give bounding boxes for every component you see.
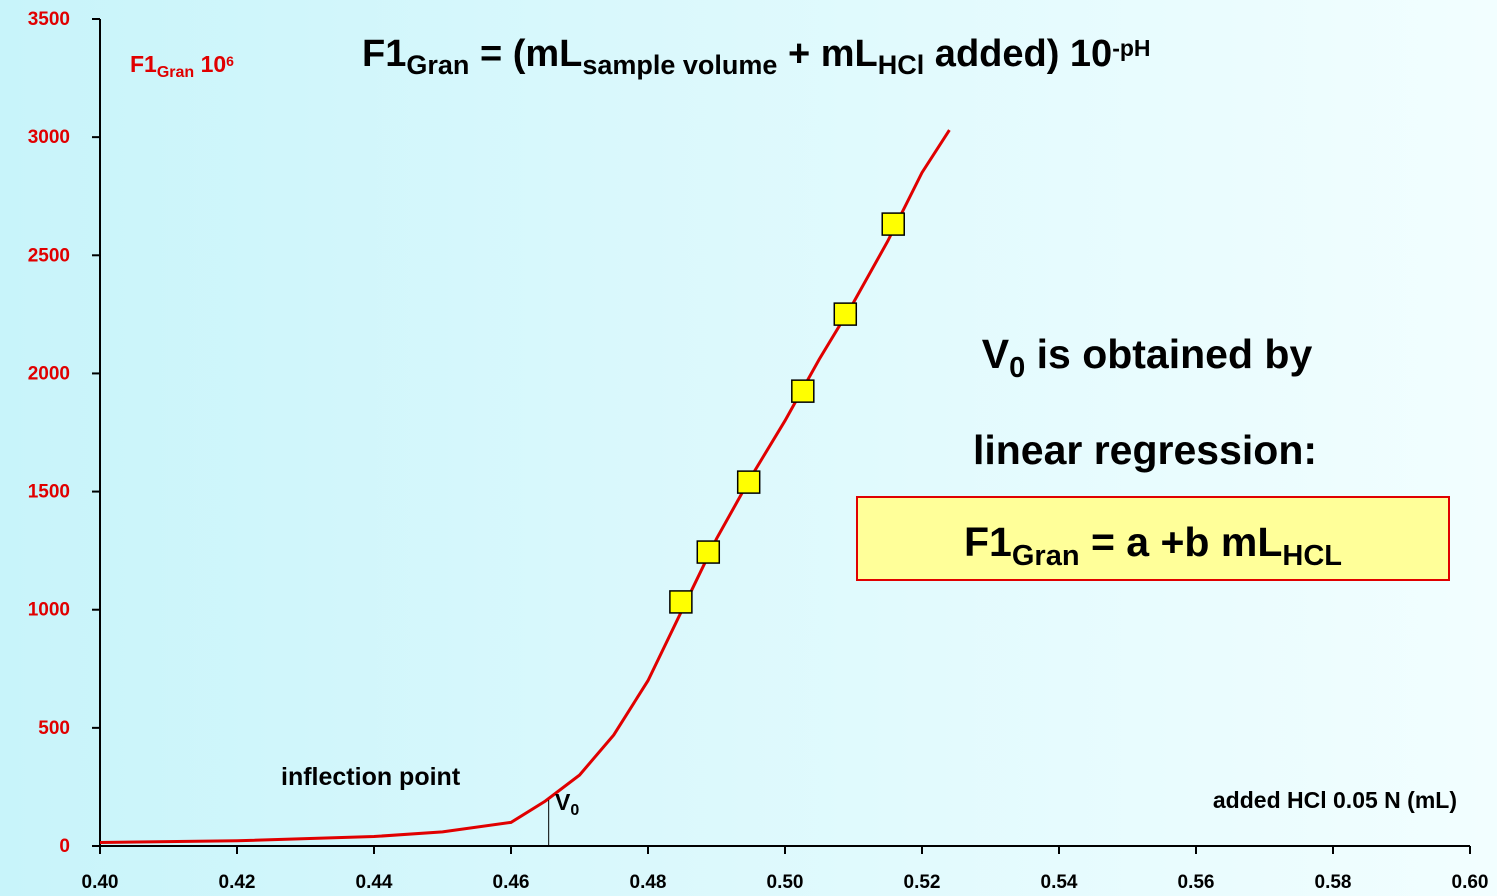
x-axis-label: added HCl 0.05 N (mL) (1213, 787, 1457, 813)
chart-title: F1Gran = (mLsample volume + mLHCl added)… (362, 33, 1151, 80)
text-part: F1 (362, 33, 406, 75)
y-tick-label: 3500 (28, 9, 70, 30)
text-part: 6 (226, 53, 234, 69)
x-tick-label: 0.50 (767, 872, 804, 893)
text-part: 10 (194, 51, 226, 77)
x-tick-label: 0.60 (1452, 872, 1489, 893)
text-part: V (555, 789, 571, 815)
y-tick-label: 2000 (28, 363, 70, 384)
text-part: -pH (1112, 35, 1150, 61)
x-tick-label: 0.56 (1178, 872, 1215, 893)
text-part: HCl (878, 50, 925, 80)
text-part: V (982, 331, 1010, 377)
x-tick-label: 0.40 (82, 872, 119, 893)
text-part: sample volume (582, 50, 777, 80)
text-part: HCL (1282, 540, 1342, 572)
text-part: Gran (1012, 540, 1080, 572)
y-tick-label: 2500 (28, 245, 70, 266)
marker (833, 302, 858, 326)
curve (99, 129, 951, 844)
marker (669, 590, 693, 614)
annotation: linear regression: (973, 427, 1317, 473)
text-part: is obtained by (1025, 331, 1312, 377)
text-part: F1 (964, 519, 1012, 565)
annotation: V0 is obtained by (982, 331, 1313, 384)
text-part: 0 (1009, 352, 1025, 384)
text-part: 0 (570, 802, 579, 819)
marker (736, 470, 761, 494)
text-part: Gran (406, 50, 469, 80)
y-tick-label: 3000 (28, 127, 70, 148)
marker (696, 540, 721, 564)
formula: F1Gran = a +b mLHCL (964, 519, 1342, 572)
y-axis-label: F1Gran 106 (130, 51, 234, 81)
x-tick-label: 0.48 (630, 872, 667, 893)
text-part: added) 10 (924, 33, 1112, 75)
text-part: F1 (130, 51, 157, 77)
x-tick-label: 0.58 (1315, 872, 1352, 893)
y-tick-label: 500 (38, 718, 70, 739)
v0-label: V0 (555, 789, 579, 819)
text-part: + mL (777, 33, 877, 75)
text-part: Gran (157, 64, 194, 81)
y-tick-label: 0 (59, 836, 70, 857)
marker (791, 379, 815, 403)
y-tick-label: 1500 (28, 482, 70, 503)
marker (881, 212, 905, 236)
x-tick-label: 0.42 (219, 872, 256, 893)
formula-box (856, 496, 1450, 581)
text-part: = (mL (469, 33, 582, 75)
x-tick-label: 0.46 (493, 872, 530, 893)
text-part: = a +b mL (1080, 519, 1283, 565)
x-tick-label: 0.44 (356, 872, 393, 893)
x-tick-label: 0.54 (1041, 872, 1078, 893)
y-tick-label: 1000 (28, 600, 70, 621)
x-tick-label: 0.52 (904, 872, 941, 893)
annotation: inflection point (281, 763, 461, 791)
